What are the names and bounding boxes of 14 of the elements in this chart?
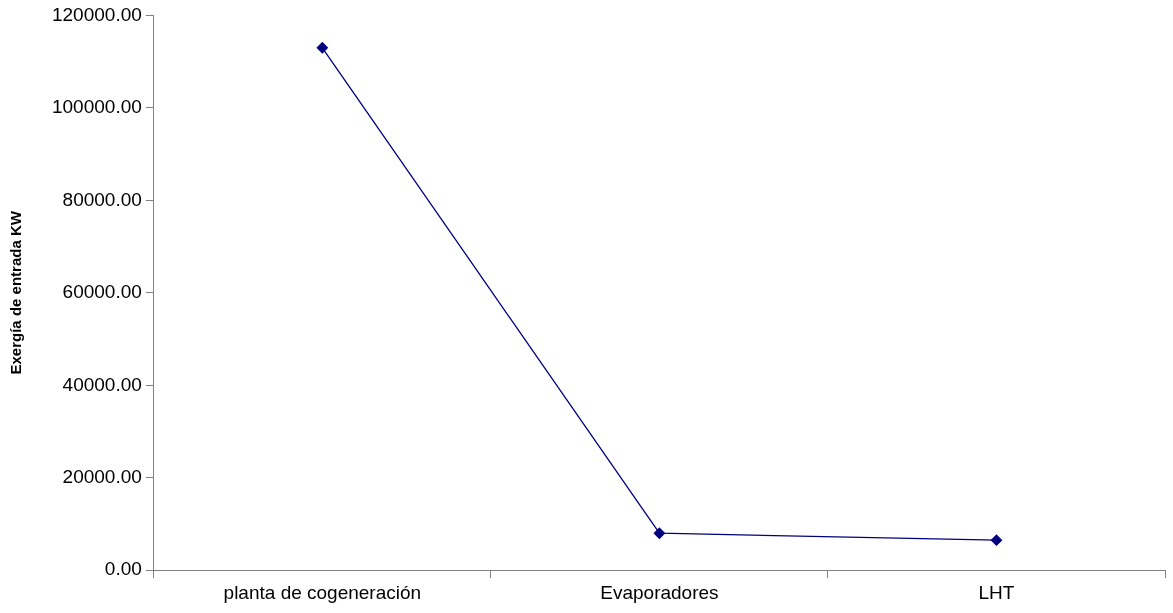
x-tick-label: planta de cogeneración	[223, 581, 422, 603]
y-tick-label: 120000.00	[51, 3, 142, 25]
point	[990, 534, 1003, 546]
point	[316, 42, 328, 54]
point	[653, 527, 666, 539]
y-tick-label: 0.00	[104, 558, 142, 580]
y-tick-label: 100000.00	[51, 96, 142, 118]
y-tick-label: 40000.00	[62, 373, 142, 395]
y-axis-title: Exergía de entrada KW	[7, 210, 25, 375]
y-tick-label: 80000.00	[62, 188, 142, 210]
x-tick-label: Evaporadores	[600, 581, 719, 603]
x-tick-label: LHT	[978, 581, 1015, 603]
y-tick-label: 20000.00	[62, 465, 142, 487]
y-tick-label: 60000.00	[62, 281, 142, 303]
